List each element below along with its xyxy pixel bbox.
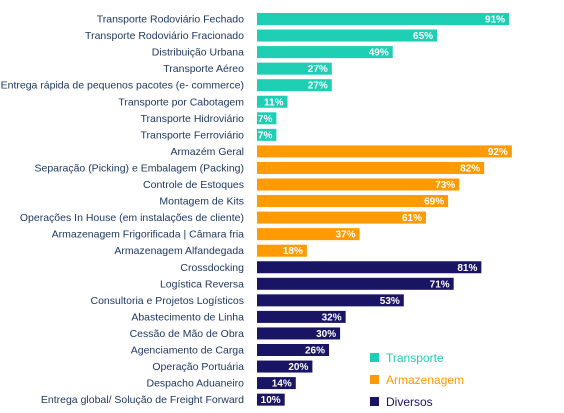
value-label: 11% bbox=[264, 97, 284, 108]
category-label: Transporte por Cabotagem bbox=[118, 96, 244, 108]
value-label: 65% bbox=[413, 31, 433, 42]
bar-montagem-de-kits bbox=[257, 195, 449, 208]
value-label: 30% bbox=[316, 329, 336, 340]
value-label: 18% bbox=[283, 246, 303, 257]
value-label: 32% bbox=[322, 312, 342, 323]
category-label: Despacho Aduaneiro bbox=[147, 378, 245, 390]
value-label: 27% bbox=[308, 64, 328, 75]
category-label: Armazenagem Alfandegada bbox=[114, 245, 244, 257]
bar-transporte-por-cabotagem bbox=[257, 95, 288, 108]
category-label: Controle de Estoques bbox=[143, 179, 244, 191]
bar-transporte-ferroviario bbox=[257, 128, 277, 141]
category-label: Transporte Ferroviário bbox=[141, 129, 245, 141]
bar-armazem-geral bbox=[257, 145, 512, 158]
value-label: 26% bbox=[305, 346, 325, 357]
bar-consultoria-e-projetos-logisticos bbox=[257, 294, 404, 307]
category-label: Entrega global/ Solução de Freight Forwa… bbox=[41, 394, 244, 406]
category-label: Transporte Rodoviário Fechado bbox=[97, 14, 244, 26]
value-label: 53% bbox=[380, 296, 400, 307]
category-label: Cessão de Mão de Obra bbox=[130, 328, 245, 340]
category-label: Logística Reversa bbox=[160, 278, 244, 290]
bar-transporte-rodoviario-fechado bbox=[257, 13, 510, 25]
legend-swatch-transporte bbox=[370, 353, 379, 362]
value-label: 7% bbox=[258, 130, 273, 141]
value-label: 37% bbox=[335, 230, 355, 241]
value-label: 49% bbox=[369, 48, 389, 59]
value-label: 20% bbox=[288, 362, 308, 373]
bar-agenciamento-de-carga bbox=[257, 344, 330, 356]
category-label: Transporte Hidroviário bbox=[141, 113, 245, 125]
category-labels: Transporte Rodoviário Fechado Transporte … bbox=[1, 14, 245, 407]
bar-cessao-de-mao-de-obra bbox=[257, 327, 341, 340]
category-label: Armazém Geral bbox=[170, 146, 244, 158]
legend-swatch-diversos bbox=[370, 397, 379, 406]
category-label: Consultoria e Projetos Logísticos bbox=[91, 295, 245, 307]
category-label: Transporte Aéreo bbox=[163, 63, 244, 75]
bar-armazenagem-frigorificada-camara-fria bbox=[257, 228, 360, 241]
category-label: Transporte Rodoviário Fracionado bbox=[85, 30, 244, 42]
bar-controle-de-estoques bbox=[257, 178, 460, 191]
category-label: Montagem de Kits bbox=[159, 196, 244, 208]
legend-label-armazenagem: Armazenagem bbox=[386, 373, 464, 387]
category-label: Armazenagem Frigorificada | Câmara fria bbox=[52, 229, 245, 241]
category-label: Distribuição Urbana bbox=[152, 47, 244, 59]
value-label: 27% bbox=[308, 81, 328, 92]
value-label: 10% bbox=[261, 395, 281, 406]
category-label: Agenciamento de Carga bbox=[131, 345, 244, 357]
bar-transporte-hidroviario bbox=[257, 112, 277, 125]
category-label: Abastecimento de Linha bbox=[131, 311, 244, 323]
category-label: Crossdocking bbox=[180, 262, 244, 274]
value-label: 61% bbox=[402, 213, 422, 224]
bar-logistica-reversa bbox=[257, 277, 454, 290]
bar-distribuicao-urbana bbox=[257, 46, 393, 59]
bars-group bbox=[257, 13, 512, 406]
bar-transporte-aereo bbox=[257, 62, 332, 75]
bar-entrega-global-solucao-de-freight-forward bbox=[257, 393, 285, 406]
legend-swatch-armazenagem bbox=[370, 375, 379, 384]
bar-transporte-rodoviario-fracionado bbox=[257, 29, 438, 42]
bar-armazenagem-alfandegada bbox=[257, 244, 307, 257]
value-label: 82% bbox=[460, 163, 480, 174]
bar-operacao-portuaria bbox=[257, 360, 313, 373]
value-label: 73% bbox=[435, 180, 455, 191]
bar-entrega-rapida-de-pequenos-pacotes-e-commerce bbox=[257, 79, 332, 92]
bar-operacoes-in-house-em-instalacoes-de-cliente bbox=[257, 211, 426, 224]
value-label: 14% bbox=[272, 379, 292, 390]
bar-abastecimento-de-linha bbox=[257, 310, 346, 323]
bar-separacao-picking-e-embalagem-packing bbox=[257, 161, 485, 174]
legend-label-diversos: Diversos bbox=[386, 395, 433, 409]
category-label: Operação Portuária bbox=[152, 361, 244, 373]
value-label: 91% bbox=[485, 15, 505, 26]
bar-despacho-aduaneiro bbox=[257, 377, 296, 390]
legend: Transporte Armazenagem Diversos bbox=[370, 351, 464, 409]
category-label: Separação (Picking) e Embalagem (Packing… bbox=[34, 162, 244, 174]
bar-crossdocking bbox=[257, 261, 482, 274]
category-label: Operações In House (em instalações de cl… bbox=[20, 212, 244, 224]
value-labels: 91% 65% 49% 27% 27% 11% 7% 7% 92% 82% 73% 69%61% 37%… bbox=[258, 15, 508, 407]
category-label: Entrega rápida de pequenos pacotes (e- c… bbox=[1, 80, 244, 92]
value-label: 81% bbox=[457, 263, 477, 274]
value-label: 7% bbox=[258, 114, 273, 125]
value-label: 69% bbox=[424, 197, 444, 208]
value-label: 71% bbox=[430, 279, 450, 290]
value-label: 92% bbox=[488, 147, 508, 158]
legend-label-transporte: Transporte bbox=[386, 351, 444, 365]
